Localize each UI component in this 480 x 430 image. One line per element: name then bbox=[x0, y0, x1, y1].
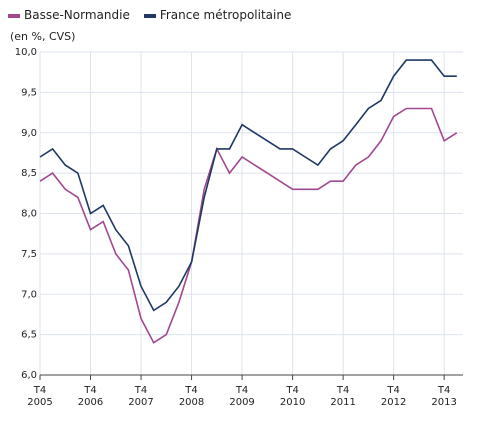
legend-label: France métropolitaine bbox=[159, 8, 292, 22]
y-tick-label: 6,5 bbox=[21, 330, 37, 341]
line-series bbox=[39, 107, 458, 344]
x-tick-label: T4 2013 bbox=[431, 385, 457, 408]
legend-swatch bbox=[143, 13, 156, 18]
y-tick-label: 9,0 bbox=[21, 128, 37, 139]
line-series bbox=[39, 59, 457, 312]
x-tick-label: T4 2009 bbox=[229, 385, 255, 408]
y-tick-label: 8,0 bbox=[21, 209, 37, 220]
legend: Basse-Normandie France métropolitaine bbox=[8, 8, 291, 22]
y-tick-label: 6,0 bbox=[21, 370, 37, 381]
subtitle: (en %, CVS) bbox=[10, 30, 76, 43]
y-tick-label: 10,0 bbox=[15, 47, 37, 58]
legend-item: France métropolitaine bbox=[143, 8, 292, 22]
y-tick-label: 9,5 bbox=[21, 87, 37, 98]
x-tick-label: T4 2006 bbox=[77, 385, 104, 408]
y-tick-label: 7,0 bbox=[21, 289, 37, 300]
x-tick-label: T4 2011 bbox=[330, 385, 356, 408]
x-tick-label: T4 2008 bbox=[178, 385, 205, 408]
y-tick-label: 8,5 bbox=[21, 168, 37, 179]
legend-item: Basse-Normandie bbox=[8, 8, 130, 22]
legend-label: Basse-Normandie bbox=[24, 8, 130, 22]
y-tick-label: 7,5 bbox=[21, 249, 37, 260]
x-tick-label: T4 2010 bbox=[279, 385, 306, 408]
legend-swatch bbox=[8, 13, 20, 18]
x-tick-label: T4 2012 bbox=[380, 385, 407, 408]
x-tick-label: T4 2005 bbox=[27, 385, 53, 408]
x-tick-label: T4 2007 bbox=[128, 385, 154, 408]
